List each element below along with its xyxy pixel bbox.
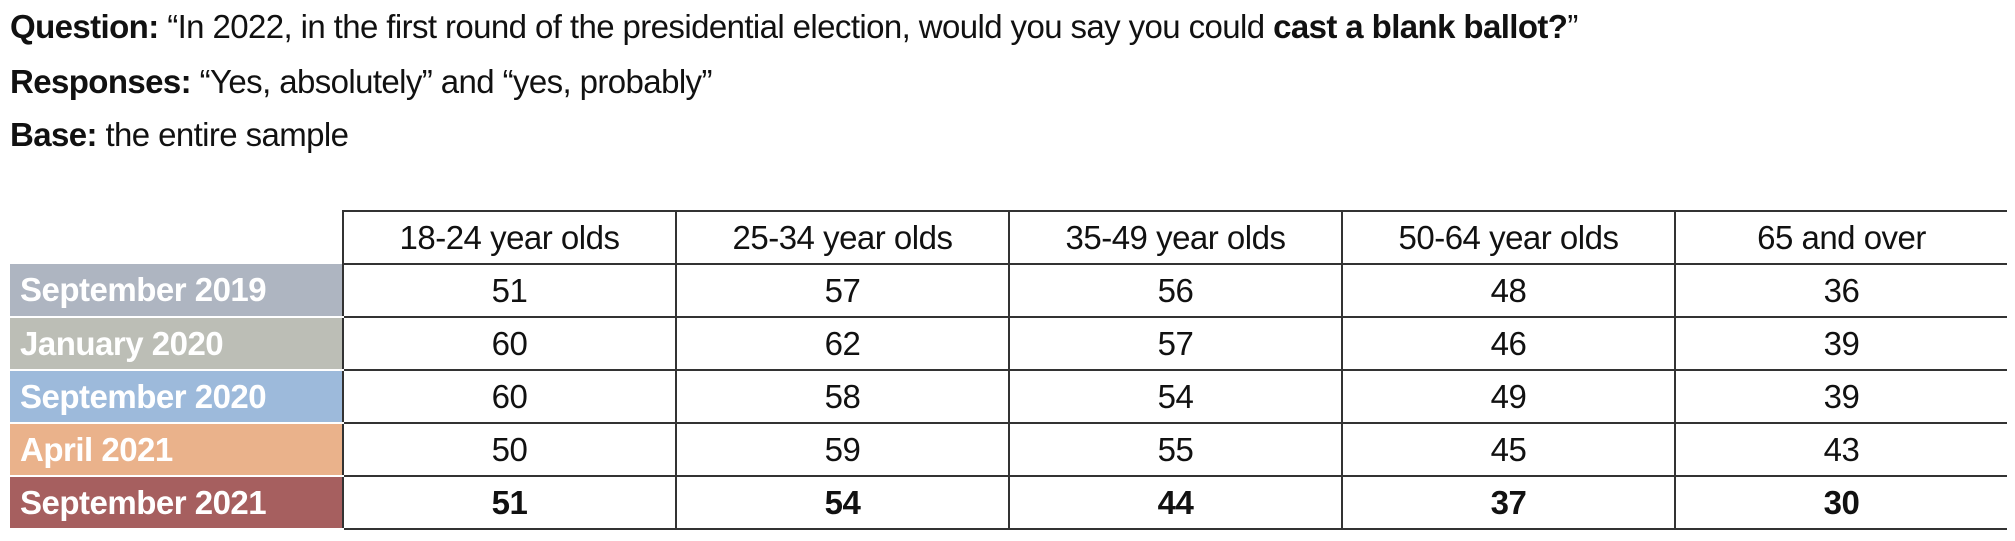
- question-end: ”: [1567, 8, 1578, 45]
- cell-value: 39: [1674, 369, 2007, 424]
- question-text: “In 2022, in the first round of the pres…: [167, 8, 1265, 45]
- question-bold: cast a blank ballot?: [1273, 8, 1568, 45]
- cell-value: 54: [1008, 369, 1342, 424]
- cell-value: 45: [1341, 422, 1675, 477]
- column-header: 25-34 year olds: [675, 210, 1009, 265]
- column-header: 35-49 year olds: [1008, 210, 1342, 265]
- cell-value: 58: [675, 369, 1009, 424]
- column-header: 18-24 year olds: [342, 210, 676, 265]
- cell-value: 50: [342, 422, 676, 477]
- row-label: September 2020: [10, 370, 343, 424]
- cell-value: 30: [1674, 475, 2007, 530]
- row-label: January 2020: [10, 317, 343, 371]
- responses-text: “Yes, absolutely” and “yes, probably”: [199, 63, 713, 100]
- cell-value: 36: [1674, 263, 2007, 318]
- cell-value: 37: [1341, 475, 1675, 530]
- responses-label: Responses:: [10, 63, 192, 100]
- corner-cell: [10, 211, 343, 264]
- cell-value: 57: [675, 263, 1009, 318]
- cell-value: 43: [1674, 422, 2007, 477]
- cell-value: 44: [1008, 475, 1342, 530]
- row-label: September 2021: [10, 476, 343, 530]
- cell-value: 56: [1008, 263, 1342, 318]
- row-label: September 2019: [10, 264, 343, 318]
- cell-value: 60: [342, 369, 676, 424]
- cell-value: 48: [1341, 263, 1675, 318]
- column-header: 50-64 year olds: [1341, 210, 1675, 265]
- data-row: September 2021 51 54 44 37 30: [10, 475, 2007, 530]
- cell-value: 55: [1008, 422, 1342, 477]
- header-row: 18-24 year olds 25-34 year olds 35-49 year…: [10, 210, 2007, 265]
- base: Base: the entire sample: [10, 116, 349, 154]
- cell-value: 62: [675, 316, 1009, 371]
- cell-value: 46: [1341, 316, 1675, 371]
- question-label: Question:: [10, 8, 159, 45]
- cell-value: 51: [342, 263, 676, 318]
- cell-value: 51: [342, 475, 676, 530]
- data-row: April 2021 50 59 55 45 43: [10, 422, 2007, 477]
- data-row: September 2020 60 58 54 49 39: [10, 369, 2007, 424]
- base-label: Base:: [10, 116, 97, 153]
- base-text: the entire sample: [105, 116, 349, 153]
- cell-value: 39: [1674, 316, 2007, 371]
- results-table: 18-24 year olds 25-34 year olds 35-49 year…: [10, 210, 2007, 530]
- cell-value: 49: [1341, 369, 1675, 424]
- cell-value: 60: [342, 316, 676, 371]
- data-row: January 2020 60 62 57 46 39: [10, 316, 2007, 371]
- cell-value: 54: [675, 475, 1009, 530]
- data-row: September 2019 51 57 56 48 36: [10, 263, 2007, 318]
- cell-value: 57: [1008, 316, 1342, 371]
- row-label: April 2021: [10, 423, 343, 477]
- column-header: 65 and over: [1674, 210, 2007, 265]
- question: Question: “In 2022, in the first round o…: [10, 8, 1578, 46]
- cell-value: 59: [675, 422, 1009, 477]
- responses: Responses: “Yes, absolutely” and “yes, p…: [10, 63, 712, 101]
